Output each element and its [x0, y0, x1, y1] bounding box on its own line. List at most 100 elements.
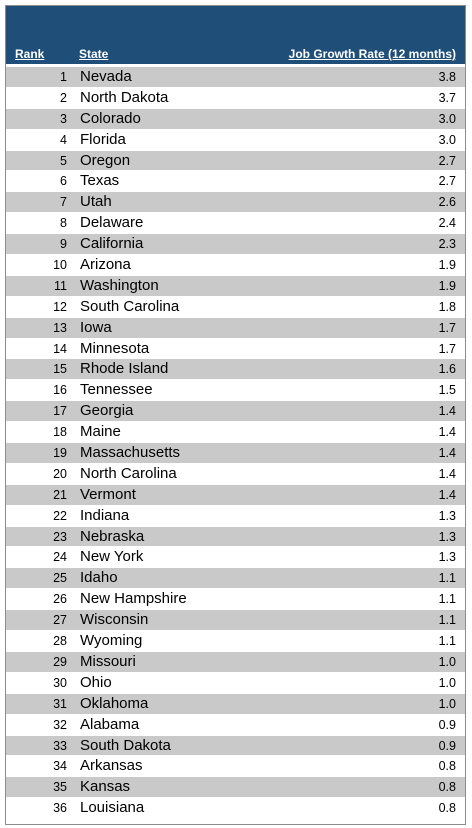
table-row: 35 Kansas 0.8 — [6, 777, 465, 799]
rate-cell: 1.4 — [438, 446, 456, 461]
state-cell: Rhode Island — [80, 360, 169, 378]
table-row: 20 North Carolina 1.4 — [6, 463, 465, 485]
rank-cell: 1 — [60, 70, 67, 84]
rate-cell: 1.9 — [438, 258, 456, 273]
rate-cell: 1.8 — [438, 299, 456, 314]
state-cell: Missouri — [80, 652, 136, 670]
rank-cell: 26 — [53, 592, 67, 607]
rank-cell: 17 — [53, 404, 67, 419]
table-row: 14 Minnesota 1.7 — [6, 338, 465, 360]
state-cell: Kansas — [80, 778, 131, 796]
rank-cell: 13 — [53, 320, 67, 335]
rate-cell: 3.0 — [438, 111, 456, 126]
table-row: 13 Iowa 1.7 — [6, 317, 465, 339]
job-growth-table: Rank State Job Growth Rate (12 months) 1… — [5, 5, 466, 825]
table-row: 16 Tennessee 1.5 — [6, 380, 465, 402]
table-row: 3 Colorado 3.0 — [6, 108, 465, 130]
rate-cell: 1.3 — [438, 508, 456, 523]
table-row: 12 South Carolina 1.8 — [6, 296, 465, 318]
rank-cell: 21 — [53, 487, 67, 502]
rank-cell: 2 — [60, 90, 67, 105]
table-row: 33 South Dakota 0.9 — [6, 735, 465, 757]
table-row: 32 Alabama 0.9 — [6, 714, 465, 736]
table-row: 29 Missouri 1.0 — [6, 651, 465, 673]
rate-cell: 2.7 — [438, 153, 456, 168]
table-row: 17 Georgia 1.4 — [6, 401, 465, 423]
rank-cell: 4 — [60, 132, 67, 147]
rate-cell: 1.3 — [438, 550, 456, 565]
table-row: 28 Wyoming 1.1 — [6, 631, 465, 652]
rate-cell: 1.3 — [438, 529, 456, 544]
rate-cell: 3.0 — [438, 132, 456, 147]
rank-cell: 24 — [53, 550, 67, 565]
state-cell: Arizona — [80, 256, 131, 274]
rank-cell: 23 — [53, 529, 67, 544]
state-cell: Massachusetts — [80, 444, 181, 462]
table-row: 19 Massachusetts 1.4 — [6, 443, 465, 464]
state-cell: Louisiana — [80, 799, 145, 817]
rank-cell: 5 — [60, 153, 67, 168]
state-cell: New Hampshire — [80, 590, 187, 608]
state-cell: Ohio — [80, 673, 112, 691]
rank-cell: 31 — [53, 696, 67, 711]
table-row: 6 Texas 2.7 — [6, 171, 465, 193]
rank-cell: 33 — [53, 738, 67, 753]
rank-cell: 28 — [53, 634, 67, 649]
table-row: 30 Ohio 1.0 — [6, 672, 465, 694]
state-cell: Iowa — [80, 318, 112, 336]
table-row: 22 Indiana 1.3 — [6, 505, 465, 527]
table-row: 11 Washington 1.9 — [6, 275, 465, 297]
rate-cell: 1.9 — [438, 278, 456, 293]
rate-cell: 1.4 — [438, 466, 456, 481]
table-header: Rank State Job Growth Rate (12 months) — [6, 6, 465, 64]
rank-cell: 29 — [53, 654, 67, 669]
table-row: 2 North Dakota 3.7 — [6, 87, 465, 109]
state-cell: North Dakota — [80, 88, 169, 106]
rank-cell: 6 — [60, 174, 67, 189]
state-cell: Texas — [80, 172, 120, 190]
state-cell: Vermont — [80, 485, 136, 503]
rate-cell: 1.0 — [438, 675, 456, 690]
rank-cell: 25 — [53, 571, 67, 586]
table-row: 21 Vermont 1.4 — [6, 484, 465, 506]
rank-cell: 8 — [60, 216, 67, 231]
rate-cell: 1.0 — [438, 696, 456, 711]
table-row: 10 Arizona 1.9 — [6, 255, 465, 276]
rate-cell: 2.4 — [438, 216, 456, 231]
state-cell: Minnesota — [80, 339, 150, 357]
rank-cell: 18 — [53, 425, 67, 440]
rate-cell: 2.6 — [438, 195, 456, 210]
table-row: 8 Delaware 2.4 — [6, 213, 465, 235]
rank-cell: 34 — [53, 759, 67, 774]
rate-cell: 1.1 — [438, 634, 456, 649]
rate-cell: 1.1 — [438, 571, 456, 586]
table-row: 26 New Hampshire 1.1 — [6, 589, 465, 611]
state-cell: North Carolina — [80, 464, 177, 482]
rate-cell: 1.6 — [438, 362, 456, 377]
state-cell: California — [80, 235, 144, 253]
table-row: 4 Florida 3.0 — [6, 129, 465, 151]
state-cell: Delaware — [80, 214, 144, 232]
state-cell: Utah — [80, 193, 112, 211]
rank-cell: 3 — [60, 111, 67, 126]
header-rank: Rank — [15, 47, 45, 61]
rank-cell: 12 — [53, 299, 67, 314]
rank-cell: 19 — [53, 446, 67, 461]
state-cell: Wyoming — [80, 632, 143, 650]
rank-cell: 7 — [60, 195, 67, 210]
table-row: 1 Nevada 3.8 — [6, 67, 465, 88]
state-cell: Alabama — [80, 715, 140, 733]
table-row: 7 Utah 2.6 — [6, 192, 465, 214]
state-cell: Colorado — [80, 109, 141, 127]
rate-cell: 1.4 — [438, 425, 456, 440]
rate-cell: 3.8 — [438, 70, 456, 84]
rate-cell: 1.7 — [438, 341, 456, 356]
state-cell: Georgia — [80, 402, 134, 420]
rank-cell: 10 — [53, 258, 67, 273]
state-cell: Nebraska — [80, 527, 145, 545]
state-cell: Tennessee — [80, 381, 153, 399]
rate-cell: 1.1 — [438, 613, 456, 628]
state-cell: South Dakota — [80, 736, 171, 754]
state-cell: Oklahoma — [80, 694, 149, 712]
state-cell: Nevada — [80, 68, 132, 85]
